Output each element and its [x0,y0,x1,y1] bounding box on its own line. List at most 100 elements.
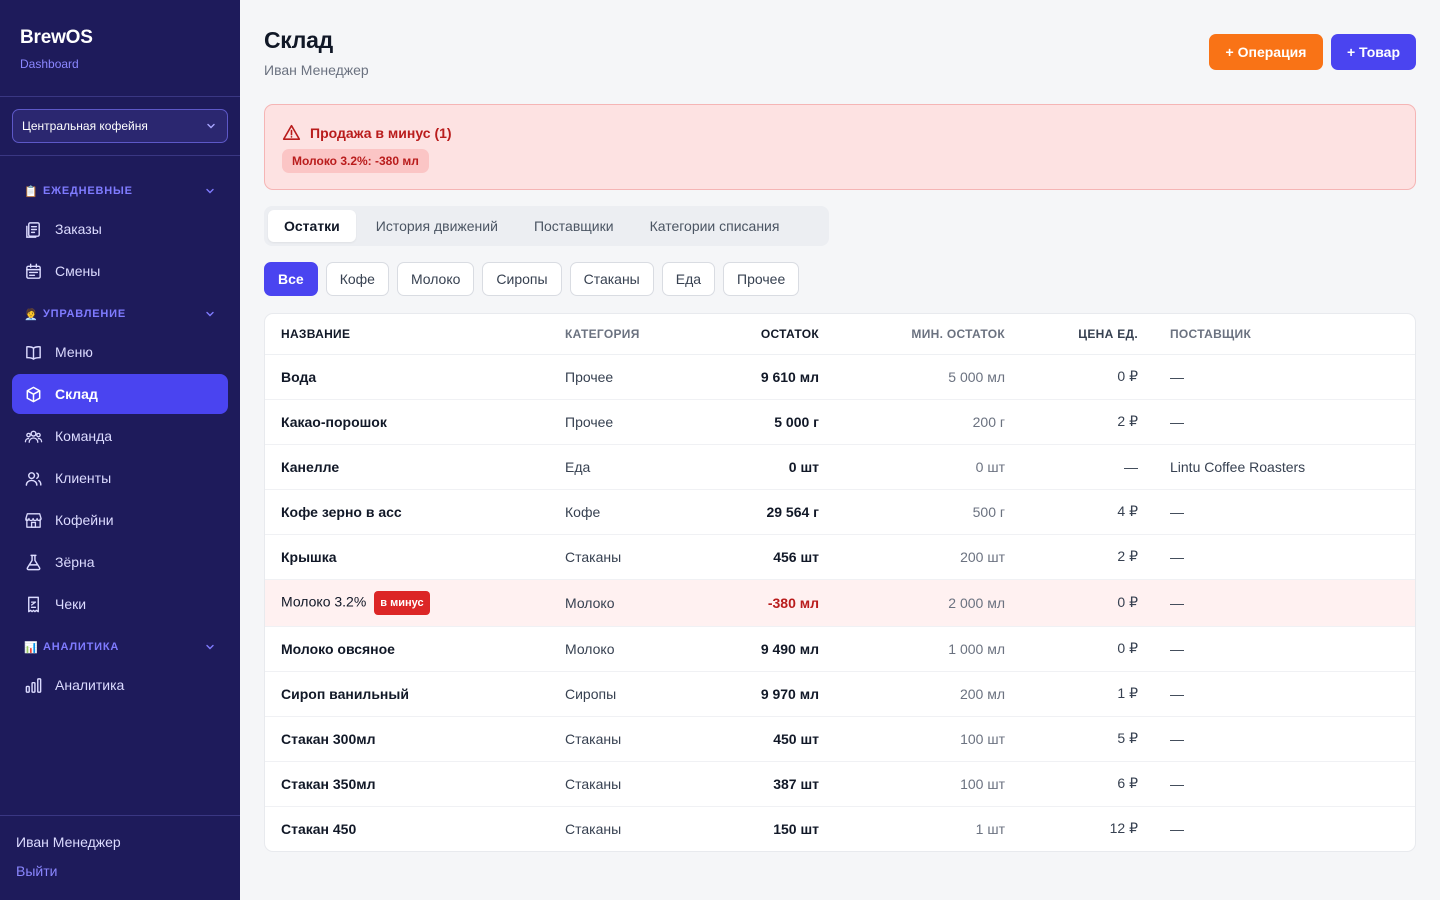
filter-chip[interactable]: Молоко [396,262,475,296]
sidebar-item[interactable]: Меню [12,332,228,372]
sidebar: BrewOS Dashboard Центральная кофейня 📋 ЕЖ… [0,0,240,900]
cell-name: Сироп ванильный [265,671,549,717]
cell-unit-price: 2 ₽ [1021,399,1154,445]
sidebar-item-label: Заказы [55,221,102,237]
filter-chip[interactable]: Кофе [325,262,389,296]
orders-icon [26,221,40,238]
cell-category: Сиропы [549,671,679,717]
cell-unit-price: 12 ₽ [1109,820,1138,837]
table-row[interactable]: Сироп ванильный Сиропы 9 970 мл 200 мл 1 ₽ — [265,671,1415,717]
cell-name: Канелле [265,444,549,490]
flask-icon [26,554,41,570]
chevron-down-icon [206,644,214,650]
cell-name: Стакан 450 [281,820,357,837]
add-item-button[interactable]: + Товар [1331,34,1416,70]
add-operation-button[interactable]: + Операция [1209,34,1323,70]
table-row[interactable]: Канелле Еда 0 шт 0 шт — Lintu Coffee Roasters [265,444,1415,490]
chart-icon [25,677,42,693]
cell-stock: 456 шт [679,534,835,580]
sidebar-item[interactable]: Аналитика [12,665,228,705]
cell-unit-price: 0 ₽ [1021,354,1154,400]
cell-supplier: — [1154,716,1415,762]
brand: BrewOS Dashboard [0,0,240,97]
cell-min-stock: 200 г [835,399,1021,445]
cell-supplier: — [1154,671,1415,717]
cell-unit-price: 4 ₽ [1021,489,1154,535]
tab[interactable]: Остатки [268,210,356,242]
filter-chip[interactable]: Все [264,262,318,296]
column-header: ЦЕНА ЕД. [1021,314,1154,355]
cell-stock: 0 шт [679,444,835,490]
cell-category: Прочее [549,354,679,400]
filter-chip[interactable]: Сиропы [482,262,562,296]
nav-section-header[interactable]: 📊 АНАЛИТИКА [0,630,240,664]
section-emoji: 📋 [24,185,39,198]
sidebar-item[interactable]: Клиенты [12,458,228,498]
cell-supplier: — [1154,579,1415,627]
cell-min-stock: 0 шт [835,444,1021,490]
filter-chip[interactable]: Стаканы [569,262,654,296]
tab[interactable]: Категории списания [649,218,780,234]
cell-supplier: — [1170,820,1184,837]
cell-category: Стаканы [549,534,679,580]
sidebar-item[interactable]: Заказы [12,209,228,249]
cell-unit-price: 1 ₽ [1021,671,1154,717]
cell-min-stock: 200 мл [835,671,1021,717]
tab[interactable]: Поставщики [533,218,614,234]
cell-stock: 9 490 мл [679,626,835,672]
cell-min-stock: 500 г [835,489,1021,535]
table-row[interactable]: Вода Прочее 9 610 мл 5 000 мл 0 ₽ — [265,354,1415,400]
alert-title: Продажа в минус (1) [282,123,452,142]
table-row[interactable]: Какао-порошок Прочее 5 000 г 200 г2 ₽ — [265,399,1415,445]
cell-unit-price: 0 ₽ [1021,579,1154,627]
cell-min-stock: 1 шт [975,820,1005,837]
cell-name: Кофе зерно в асс [265,489,549,535]
chevron-down-icon [206,188,214,194]
sidebar-item[interactable]: Чеки [12,584,228,624]
table-body: Вода Прочее 9 610 мл 5 000 мл 0 ₽ — Какао-поро… [265,354,1415,851]
nav-section-header[interactable]: 📋 ЕЖЕДНЕВНЫЕ [0,174,240,208]
cell-unit-price: 5 ₽ [1021,716,1154,762]
cell-name: Молоко 3.2% в минус [265,579,549,627]
cell-stock: 29 564 г [679,489,835,535]
cell-category: Стаканы [549,716,679,762]
box-icon [26,386,41,402]
section-title: ЕЖЕДНЕВНЫЕ [43,185,133,197]
sidebar-item[interactable]: Кофейни [12,500,228,540]
chevron-down-icon [206,311,214,317]
cell-supplier: — [1154,626,1415,672]
sidebar-nav: 📋 ЕЖЕДНЕВНЫЕ Заказы Смены 🧑‍💼 УПРАВЛЕНИЕ Меню С… [0,156,240,705]
cell-stock: 387 шт [679,761,835,807]
table-row[interactable]: Стакан 450 Стаканы 150 шт 1 шт 12 ₽ — [265,806,1415,851]
cell-category: Кофе [549,489,679,535]
nav-section-header[interactable]: 🧑‍💼 УПРАВЛЕНИЕ [0,297,240,331]
sidebar-item[interactable]: Зёрна [12,542,228,582]
cell-supplier: Lintu Coffee Roasters [1154,444,1415,490]
table-row[interactable]: Кофе зерно в асс Кофе 29 564 г 500 г4 ₽ — [265,489,1415,535]
current-user: Иван Менеджер [16,834,121,850]
table-row[interactable]: Стакан 350мл Стаканы 387 шт 100 шт 6 ₽ — [265,761,1415,807]
table-row[interactable]: Молоко 3.2% в минус Молоко -380 мл 2 000 мл 0… [265,579,1415,627]
sidebar-item[interactable]: Команда [12,416,228,456]
shop-select-wrap: Центральная кофейня [0,97,240,156]
cell-stock: -380 мл [679,579,835,627]
cell-unit-price: 6 ₽ [1021,761,1154,807]
category-filters: Все Кофе Молоко Сиропы Стаканы Еда Прочее [264,262,800,296]
users-icon [25,471,42,486]
table-row[interactable]: Стакан 300мл Стаканы 450 шт 100 шт 5 ₽ — [265,716,1415,762]
filter-chip[interactable]: Еда [661,262,716,296]
cell-min-stock: 5 000 мл [835,354,1021,400]
column-header: КАТЕГОРИЯ [549,314,679,355]
filter-chip[interactable]: Прочее [723,262,800,296]
table-row[interactable]: Молоко овсяное Молоко 9 490 мл 1 000 мл 0 ₽ — [265,626,1415,672]
cell-name: Вода [265,354,549,400]
table-row[interactable]: Крышка Стаканы 456 шт 200 шт 2 ₽ — [265,534,1415,580]
sidebar-item[interactable]: Склад [12,374,228,414]
shop-select[interactable]: Центральная кофейня [12,109,228,143]
cell-name: Крышка [265,534,549,580]
section-emoji: 📊 [24,641,39,654]
calendar-icon [26,263,41,279]
sidebar-item[interactable]: Смены [12,251,228,291]
logout-link[interactable]: Выйти [16,863,58,879]
tab[interactable]: История движений [375,218,498,234]
